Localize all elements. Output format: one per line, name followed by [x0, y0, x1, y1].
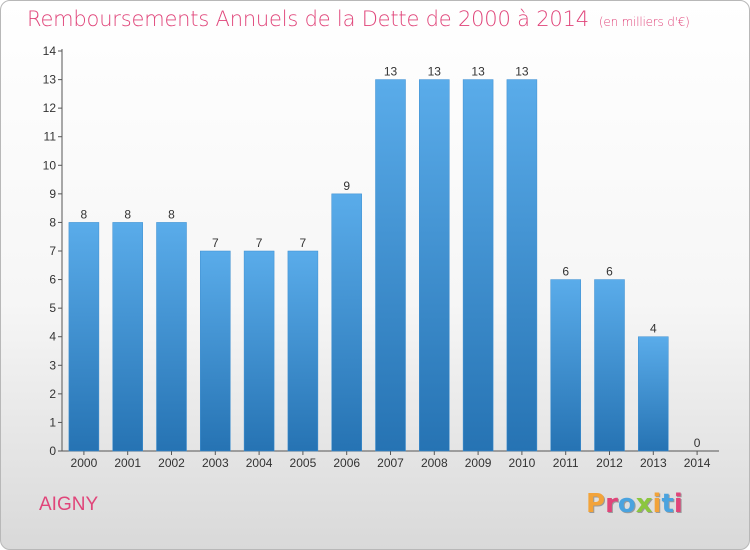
logo-letter: x — [635, 489, 653, 519]
y-tick-label: 13 — [43, 73, 57, 87]
bar — [594, 279, 625, 452]
x-tick-label: 2008 — [421, 456, 448, 470]
logo-letter: r — [605, 489, 618, 519]
y-tick-label: 11 — [44, 130, 57, 144]
data-label: 13 — [384, 65, 398, 79]
bar — [462, 79, 494, 452]
bar — [200, 250, 231, 452]
logo-letter: P — [586, 489, 606, 519]
bar — [68, 222, 100, 452]
x-tick-label: 2010 — [509, 456, 536, 470]
bar — [243, 250, 275, 452]
y-tick-label: 9 — [49, 187, 56, 201]
y-tick-label: 5 — [49, 301, 56, 315]
data-label: 0 — [694, 436, 701, 450]
data-label: 4 — [650, 322, 657, 336]
bar — [375, 79, 406, 452]
logo-letter: o — [617, 489, 636, 519]
data-label: 9 — [343, 179, 350, 193]
x-tick-label: 2009 — [465, 456, 492, 470]
data-label: 6 — [562, 265, 569, 279]
data-label: 8 — [168, 207, 175, 221]
proxiti-logo: Proxiti — [586, 489, 683, 519]
logo-letter: i — [652, 489, 662, 519]
bar — [638, 336, 669, 452]
x-tick-label: 2012 — [596, 456, 623, 470]
y-tick-label: 6 — [49, 273, 56, 287]
x-tick-label: 2007 — [377, 456, 404, 470]
x-tick-label: 2006 — [333, 456, 360, 470]
y-tick-label: 10 — [43, 158, 57, 172]
data-label: 7 — [212, 236, 219, 250]
data-label: 7 — [256, 236, 263, 250]
bar — [112, 222, 143, 452]
commune-name: AIGNY — [39, 494, 99, 515]
data-label: 13 — [515, 65, 529, 79]
bar — [287, 250, 319, 452]
x-tick-label: 2003 — [202, 456, 229, 470]
x-tick-label: 2011 — [553, 456, 579, 470]
y-tick-label: 0 — [49, 444, 56, 458]
chart-title: Remboursements Annuels de la Dette de 20… — [27, 7, 690, 31]
chart-title-text: Remboursements Annuels de la Dette de 20… — [27, 7, 589, 31]
chart-unit: (en milliers d'€) — [598, 15, 690, 29]
y-tick-label: 2 — [49, 387, 56, 401]
x-tick-label: 2001 — [114, 456, 141, 470]
chart-bars — [68, 79, 669, 452]
y-tick-label: 7 — [49, 244, 56, 258]
bar — [156, 222, 187, 452]
bar — [331, 193, 362, 452]
bar — [550, 279, 581, 452]
logo-letter: i — [673, 489, 683, 519]
data-label: 7 — [300, 236, 307, 250]
y-tick-label: 4 — [49, 330, 56, 344]
chart-labels: 2000 8 2001 8 2002 8 2003 7 2004 7 2005 7 2006 9 2007 1… — [71, 65, 711, 470]
y-tick-label: 3 — [49, 358, 56, 372]
x-tick-label: 2013 — [640, 456, 667, 470]
x-tick-label: 2000 — [71, 456, 98, 470]
data-label: 13 — [428, 65, 442, 79]
x-tick-label: 2004 — [246, 456, 273, 470]
y-tick-label: 8 — [49, 215, 56, 229]
data-label: 8 — [81, 207, 88, 221]
x-tick-label: 2005 — [290, 456, 317, 470]
y-tick-label: 14 — [43, 44, 57, 58]
data-label: 8 — [124, 207, 131, 221]
bar — [419, 79, 450, 452]
bar — [506, 79, 538, 452]
y-tick-label: 12 — [43, 101, 57, 115]
data-label: 13 — [471, 65, 485, 79]
data-label: 6 — [606, 265, 613, 279]
x-tick-label: 2002 — [158, 456, 185, 470]
logo-letter: t — [661, 489, 674, 519]
x-tick-label: 2014 — [684, 456, 711, 470]
y-tick-label: 1 — [49, 415, 56, 429]
